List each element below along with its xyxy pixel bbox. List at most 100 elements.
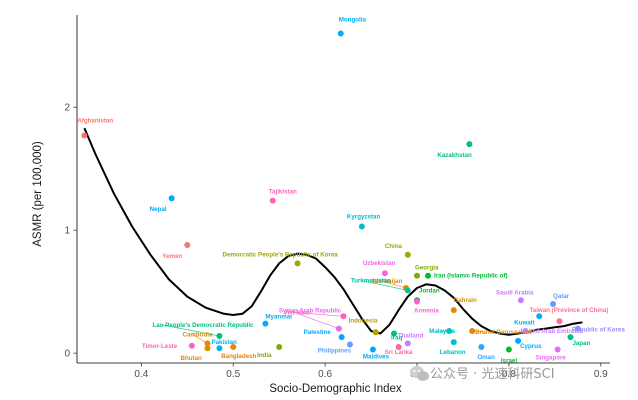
point-kuwait	[536, 313, 543, 320]
x-tick-label: 0.5	[226, 369, 240, 380]
point-sri-lanka	[395, 344, 402, 351]
point-label: Armenia	[414, 308, 439, 315]
point-label: Singapore	[536, 354, 567, 361]
point-label: Nepal	[150, 206, 167, 213]
point-label: Brunei Darussalam	[475, 329, 532, 336]
point-oman	[478, 344, 485, 351]
point-israel	[505, 346, 512, 353]
point-nepal	[168, 195, 175, 202]
point-label: Japan	[572, 340, 590, 347]
point-bangladesh	[230, 344, 237, 351]
label-leader-line	[360, 280, 408, 291]
point-kyrgyzstan	[358, 223, 365, 230]
point-taiwan-province-of-china-	[556, 318, 563, 325]
point-label: Kuwait	[514, 319, 534, 326]
x-tick-label: 0.4	[134, 369, 148, 380]
point-united-arab-emirates	[522, 328, 529, 335]
point-bahrain	[450, 307, 457, 314]
point-label: Thailand	[398, 332, 424, 339]
point-japan	[567, 334, 574, 341]
point-label: Azerbaijan	[371, 278, 403, 285]
smooth-trend-line	[83, 127, 583, 336]
point-label: Bahrain	[454, 297, 477, 304]
point-yemen	[184, 241, 191, 248]
point-singapore	[554, 346, 561, 353]
y-tick-label: 2	[64, 103, 70, 114]
point-label: Sri Lanka	[385, 349, 413, 356]
point-label: Iran (Islamic Republic of)	[434, 273, 508, 280]
point-label: Turkmenistan	[351, 277, 391, 284]
point-label: Iraq	[391, 334, 403, 341]
point-cyprus	[515, 337, 522, 344]
point-label: Republic of Korea	[572, 327, 626, 334]
point-label: Georgia	[415, 265, 439, 272]
point-mongolia	[337, 30, 344, 37]
smooth-curve-layer	[83, 127, 583, 336]
point-republic-of-korea	[574, 325, 581, 332]
label-leader-line	[472, 330, 486, 333]
point-label: Lebanon	[440, 349, 466, 356]
point-label: Israel	[501, 357, 517, 364]
point-label: Qatar	[553, 293, 570, 300]
point-label: Indonesia	[349, 317, 378, 324]
point-iraq	[391, 330, 398, 337]
point-label: Jordan	[419, 287, 440, 294]
point-afghanistan	[81, 132, 88, 139]
point-label: Oman	[477, 354, 495, 361]
point-label: Syrian Arab Republic	[279, 308, 342, 315]
point-armenia	[414, 298, 421, 305]
y-tick-label: 0	[64, 349, 70, 360]
y-tick-label: 1	[64, 226, 70, 237]
wechat-icon	[410, 366, 429, 381]
point-iran-islamic-republic-of-	[425, 272, 432, 279]
y-axis-title: ASMR (per 100,000)	[32, 141, 44, 247]
point-label: Bhutan	[180, 355, 202, 362]
point-label: India	[257, 352, 272, 359]
point-label: Philippines	[318, 348, 352, 355]
label-leader-line	[293, 311, 344, 317]
x-axis-title: Socio-Demographic Index	[269, 383, 402, 395]
point-philippines	[346, 341, 353, 348]
watermark: 公众号 · 光速科研SCI	[410, 366, 555, 382]
point-label: Kazakhstan	[437, 152, 472, 159]
x-tick-label: 0.9	[594, 369, 608, 380]
point-label: Cyprus	[520, 343, 542, 350]
point-label: Mongolia	[339, 16, 367, 23]
label-leader-line	[162, 324, 220, 337]
point-indonesia	[372, 329, 379, 336]
point-label: Pakistan	[211, 339, 237, 346]
point-label: China	[385, 243, 403, 250]
point-label: Democratic People's Republic of Korea	[223, 251, 339, 258]
point-label: Palestine	[304, 329, 332, 336]
point-label: United Arab Emirates	[520, 328, 583, 335]
point-georgia	[414, 272, 421, 279]
point-label: Lao People's Democratic Republic	[152, 322, 254, 329]
point-label: Myanmar	[265, 314, 293, 321]
label-leader-line	[192, 334, 208, 344]
point-label: Kyrgyzstan	[347, 214, 381, 221]
point-label: Cambodia	[182, 331, 212, 338]
point-label: Tajikistan	[269, 189, 297, 196]
x-tick-label: 0.6	[318, 369, 332, 380]
point-label: Afghanistan	[77, 118, 113, 125]
point-timor-leste	[188, 342, 195, 349]
point-uzbekistan	[381, 270, 388, 277]
point-maldives	[369, 346, 376, 353]
point-label: Uzbekistan	[363, 260, 396, 267]
x-tick-label: 0.8	[502, 369, 516, 380]
point-qatar	[550, 300, 557, 307]
point-pakistan	[216, 345, 223, 352]
point-labels-layer: Afghanistan Mongolia Kazakhstan Nepal Tajiki…	[77, 16, 625, 364]
point-india	[276, 344, 283, 351]
point-china	[404, 251, 411, 258]
point-tajikistan	[269, 197, 276, 204]
point-label: Timor-Leste	[142, 343, 178, 350]
point-label: Saudi Arabia	[496, 289, 534, 296]
point-saudi-arabia	[517, 297, 524, 304]
label-leader-line	[288, 310, 340, 329]
point-label: Malaysia	[429, 328, 455, 335]
watermark-text: 公众号 · 光速科研SCI	[430, 367, 555, 382]
point-lebanon	[450, 339, 457, 346]
